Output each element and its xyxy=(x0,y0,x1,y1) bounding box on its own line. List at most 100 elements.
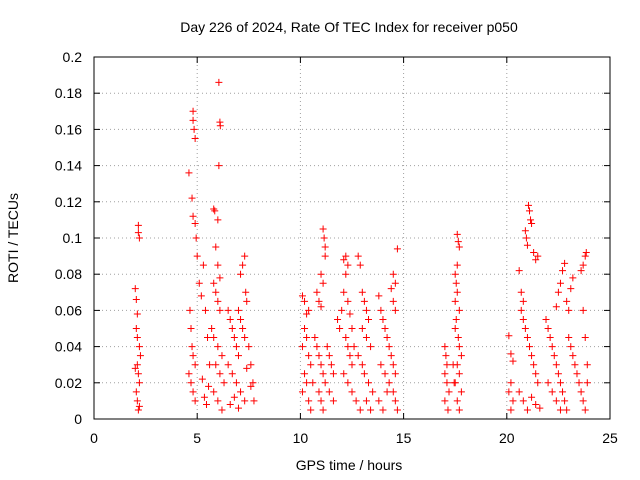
data-point xyxy=(342,252,350,260)
data-point xyxy=(381,370,389,378)
data-point xyxy=(237,270,245,278)
data-point xyxy=(311,334,319,342)
data-point xyxy=(234,306,242,314)
data-point xyxy=(220,379,228,387)
data-point xyxy=(190,125,198,133)
data-point xyxy=(559,388,567,396)
data-point xyxy=(350,343,358,351)
data-point xyxy=(565,334,573,342)
data-point xyxy=(336,325,344,332)
data-point xyxy=(212,361,220,369)
data-point xyxy=(239,325,247,332)
data-point xyxy=(189,352,197,360)
data-point xyxy=(362,334,370,342)
data-point xyxy=(515,267,523,275)
data-point xyxy=(524,201,532,209)
data-point xyxy=(206,361,214,369)
data-point xyxy=(455,306,463,314)
data-point xyxy=(457,388,465,396)
data-point xyxy=(554,370,562,378)
data-point xyxy=(360,297,368,305)
data-point xyxy=(133,361,141,369)
y-tick-label: 0.06 xyxy=(55,302,82,318)
data-point xyxy=(532,401,540,409)
data-point xyxy=(315,388,323,396)
data-point xyxy=(189,107,197,115)
data-point xyxy=(556,279,564,287)
data-point xyxy=(241,397,249,405)
data-point xyxy=(453,288,461,296)
data-point xyxy=(348,361,356,369)
data-point xyxy=(325,388,333,396)
data-point xyxy=(188,343,196,351)
data-point xyxy=(362,397,370,405)
data-point xyxy=(441,397,449,405)
data-point xyxy=(319,279,327,287)
data-point xyxy=(354,352,362,360)
data-point xyxy=(377,361,385,369)
data-point xyxy=(577,267,585,275)
data-point xyxy=(214,297,222,305)
data-point xyxy=(134,229,142,237)
data-point xyxy=(212,243,220,251)
data-point xyxy=(210,334,218,342)
data-point xyxy=(536,404,544,412)
data-point xyxy=(393,406,401,414)
data-point xyxy=(455,243,463,251)
data-point xyxy=(583,379,591,387)
data-point xyxy=(305,306,313,314)
data-point xyxy=(317,361,325,369)
data-point xyxy=(362,306,370,314)
data-point xyxy=(391,370,399,378)
data-point xyxy=(385,343,393,351)
x-tick-label: 5 xyxy=(193,430,201,446)
data-point xyxy=(581,252,589,260)
data-point xyxy=(519,315,527,323)
data-point xyxy=(136,352,144,360)
data-point xyxy=(191,397,199,405)
data-point xyxy=(199,261,207,269)
data-point xyxy=(303,310,311,318)
data-point xyxy=(216,370,224,378)
data-point xyxy=(567,285,575,293)
data-point xyxy=(571,361,579,369)
data-point xyxy=(563,297,571,305)
data-point xyxy=(134,370,142,378)
data-point xyxy=(228,370,236,378)
data-point xyxy=(565,306,573,314)
data-point xyxy=(134,221,142,229)
data-point xyxy=(451,297,459,305)
data-point xyxy=(561,397,569,405)
data-point xyxy=(216,274,224,282)
data-point xyxy=(133,334,141,342)
data-point xyxy=(321,252,329,260)
data-point xyxy=(451,270,459,278)
data-point xyxy=(369,388,377,396)
data-point xyxy=(375,292,383,300)
data-point xyxy=(453,397,461,405)
data-point xyxy=(387,352,395,360)
data-point xyxy=(201,306,209,314)
data-point xyxy=(243,364,251,372)
data-point xyxy=(393,245,401,253)
data-points xyxy=(131,78,591,414)
data-point xyxy=(210,205,218,213)
data-point xyxy=(550,352,558,360)
data-point xyxy=(317,397,325,405)
data-point xyxy=(193,252,201,260)
data-point xyxy=(187,325,195,332)
data-point xyxy=(327,361,335,369)
x-axis-ticks: 0 5 10 15 20 25 xyxy=(90,57,618,446)
data-point xyxy=(214,397,222,405)
data-point xyxy=(509,397,517,405)
data-point xyxy=(528,220,536,228)
data-point xyxy=(365,379,373,387)
data-point xyxy=(301,297,309,305)
data-point xyxy=(210,279,218,287)
y-tick-label: 0.08 xyxy=(55,266,82,282)
data-point xyxy=(249,379,257,387)
data-point xyxy=(563,406,571,414)
data-point xyxy=(313,343,321,351)
data-point xyxy=(234,352,242,360)
data-point xyxy=(346,352,354,360)
